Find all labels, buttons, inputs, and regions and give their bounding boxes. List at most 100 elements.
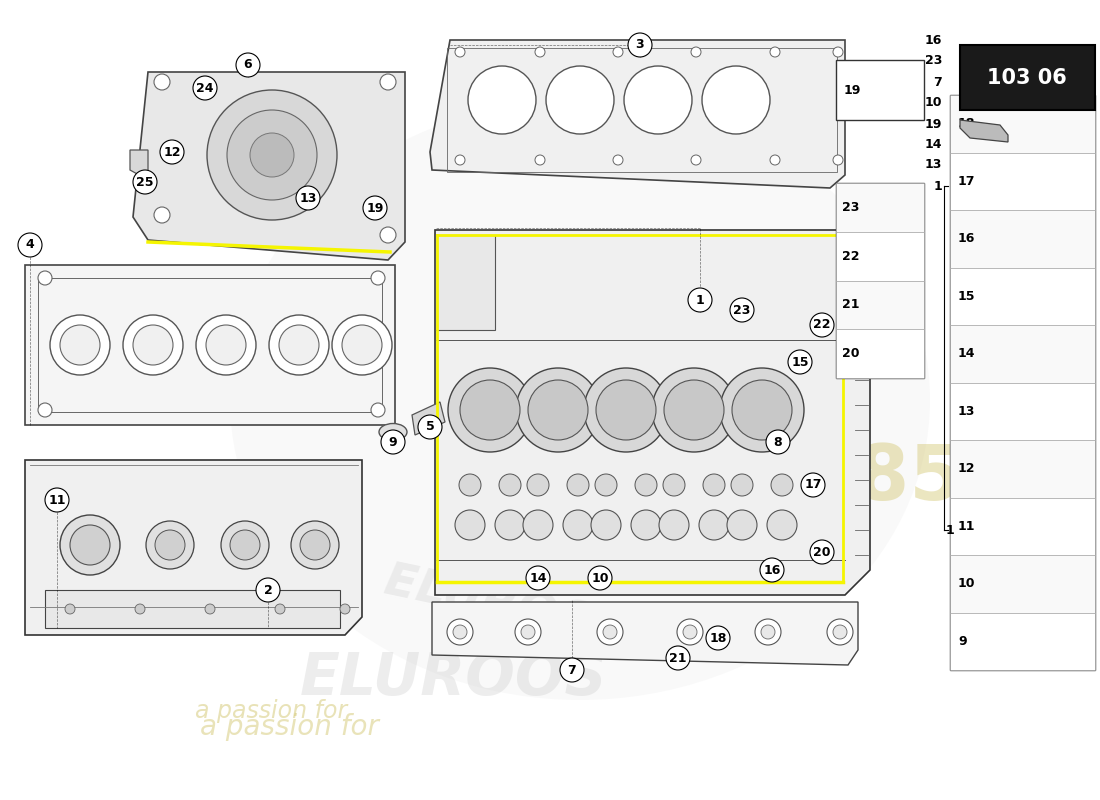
- Circle shape: [230, 530, 260, 560]
- Bar: [950, 325, 1094, 382]
- Circle shape: [516, 368, 600, 452]
- Circle shape: [833, 155, 843, 165]
- Circle shape: [70, 525, 110, 565]
- Bar: [836, 281, 924, 330]
- Circle shape: [810, 313, 834, 337]
- Polygon shape: [412, 402, 446, 435]
- Text: 9: 9: [958, 634, 967, 648]
- Circle shape: [631, 510, 661, 540]
- Circle shape: [683, 625, 697, 639]
- Circle shape: [535, 47, 544, 57]
- Bar: [950, 382, 1094, 440]
- Text: 13: 13: [925, 158, 942, 170]
- Circle shape: [18, 233, 42, 257]
- Circle shape: [332, 315, 392, 375]
- Polygon shape: [130, 150, 148, 180]
- Circle shape: [363, 196, 387, 220]
- Circle shape: [499, 474, 521, 496]
- Circle shape: [720, 368, 804, 452]
- Circle shape: [788, 350, 812, 374]
- Polygon shape: [25, 265, 395, 425]
- Circle shape: [279, 325, 319, 365]
- Bar: [45, 590, 340, 628]
- Polygon shape: [25, 460, 362, 635]
- Circle shape: [123, 315, 183, 375]
- Circle shape: [45, 488, 69, 512]
- Circle shape: [761, 625, 776, 639]
- Circle shape: [455, 47, 465, 57]
- Bar: [836, 60, 924, 120]
- Circle shape: [563, 510, 593, 540]
- Circle shape: [468, 66, 536, 134]
- Text: 14: 14: [958, 347, 976, 360]
- Text: 13: 13: [958, 405, 976, 418]
- Text: 21: 21: [669, 651, 686, 665]
- Circle shape: [676, 619, 703, 645]
- Bar: [950, 440, 1094, 498]
- Circle shape: [624, 66, 692, 134]
- Circle shape: [221, 521, 270, 569]
- Text: 23: 23: [734, 303, 750, 317]
- Text: 1: 1: [695, 294, 704, 306]
- Circle shape: [732, 474, 754, 496]
- Circle shape: [60, 515, 120, 575]
- Circle shape: [526, 566, 550, 590]
- Text: 14: 14: [924, 138, 942, 150]
- Polygon shape: [434, 230, 870, 595]
- Circle shape: [135, 604, 145, 614]
- Circle shape: [613, 155, 623, 165]
- Circle shape: [250, 133, 294, 177]
- Circle shape: [560, 658, 584, 682]
- Ellipse shape: [379, 423, 407, 441]
- Bar: [836, 183, 924, 378]
- Text: 16: 16: [925, 34, 942, 46]
- Text: 12: 12: [163, 146, 180, 158]
- Text: 19: 19: [844, 83, 861, 97]
- Circle shape: [770, 47, 780, 57]
- Bar: [434, 235, 495, 330]
- Circle shape: [50, 315, 110, 375]
- Circle shape: [755, 619, 781, 645]
- Circle shape: [732, 380, 792, 440]
- Circle shape: [296, 186, 320, 210]
- Circle shape: [663, 474, 685, 496]
- Circle shape: [381, 430, 405, 454]
- Circle shape: [546, 66, 614, 134]
- Circle shape: [236, 53, 260, 77]
- Circle shape: [270, 315, 329, 375]
- Circle shape: [379, 227, 396, 243]
- Circle shape: [727, 510, 757, 540]
- Circle shape: [206, 325, 246, 365]
- Text: 5: 5: [426, 421, 434, 434]
- Circle shape: [702, 66, 770, 134]
- Polygon shape: [432, 602, 858, 665]
- Circle shape: [698, 510, 729, 540]
- Circle shape: [455, 155, 465, 165]
- Circle shape: [760, 558, 784, 582]
- Circle shape: [275, 604, 285, 614]
- Text: 16: 16: [958, 232, 976, 246]
- Bar: [39, 278, 382, 412]
- Circle shape: [688, 288, 712, 312]
- Text: 16: 16: [763, 563, 781, 577]
- Circle shape: [664, 380, 724, 440]
- Circle shape: [205, 604, 214, 614]
- Bar: [950, 95, 1094, 670]
- Text: 19: 19: [366, 202, 384, 214]
- Circle shape: [767, 510, 798, 540]
- Circle shape: [770, 155, 780, 165]
- Circle shape: [703, 474, 725, 496]
- Text: 1485: 1485: [750, 442, 962, 516]
- Text: 17: 17: [958, 174, 976, 188]
- Circle shape: [584, 368, 668, 452]
- Text: 24: 24: [196, 82, 213, 94]
- Circle shape: [371, 403, 385, 417]
- Circle shape: [418, 415, 442, 439]
- Text: 7: 7: [933, 75, 942, 89]
- Text: 3: 3: [636, 38, 645, 51]
- Circle shape: [591, 510, 622, 540]
- Circle shape: [766, 430, 790, 454]
- Text: 11: 11: [48, 494, 66, 506]
- Bar: [836, 330, 924, 378]
- Text: 23: 23: [925, 54, 942, 66]
